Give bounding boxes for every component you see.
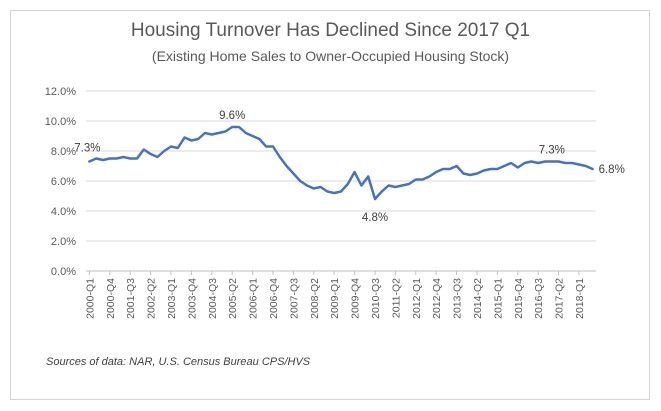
x-tick-label: 2012-Q1 — [411, 278, 423, 319]
data-label: 4.8% — [362, 212, 388, 224]
x-tick-label: 2000-Q1 — [84, 278, 96, 319]
chart-title: Housing Turnover Has Declined Since 2017… — [130, 20, 531, 41]
x-tick-label: 2012-Q4 — [431, 278, 443, 319]
x-tick-label: 2017-Q2 — [554, 278, 566, 319]
series-line — [88, 125, 594, 201]
x-tick-label: 2000-Q4 — [105, 278, 117, 319]
x-tick-label: 2001-Q3 — [125, 278, 137, 319]
x-tick-label: 2015-Q4 — [513, 278, 525, 319]
chart-subtitle: (Existing Home Sales to Owner-Occupied H… — [151, 48, 510, 64]
x-tick-label: 2015-Q1 — [492, 278, 504, 319]
data-label: 7.3% — [74, 143, 100, 155]
data-label: 9.6% — [219, 110, 245, 122]
x-tick-label: 2016-Q3 — [533, 278, 545, 319]
x-tick-label: 2010-Q3 — [370, 278, 382, 319]
x-tick-label: 2008-Q2 — [309, 278, 321, 319]
y-tick-label: 4.0% — [51, 206, 76, 218]
x-tick-label: 2018-Q1 — [574, 278, 586, 319]
data-label: 7.3% — [539, 145, 565, 157]
x-tick-label: 2003-Q4 — [186, 278, 198, 319]
y-tick-label: 10.0% — [45, 116, 76, 128]
x-tick-label: 2006-Q1 — [248, 278, 260, 319]
x-tick-label: 2003-Q1 — [166, 278, 178, 319]
y-tick-label: 8.0% — [51, 146, 76, 158]
chart-frame — [10, 10, 650, 400]
x-tick-label: 2013-Q3 — [452, 278, 464, 319]
x-tick-label: 2011-Q2 — [390, 278, 402, 318]
x-tick-label: 2002-Q2 — [146, 278, 158, 319]
y-tick-label: 12.0% — [45, 86, 76, 98]
y-tick-label: 2.0% — [51, 236, 76, 248]
x-tick-label: 2006-Q4 — [268, 278, 280, 319]
chart-source-note: Sources of data: NAR, U.S. Census Bureau… — [46, 356, 311, 368]
data-label: 6.8% — [599, 164, 625, 176]
x-tick-label: 2007-Q3 — [288, 278, 300, 319]
x-tick-label: 2004-Q3 — [207, 278, 219, 319]
y-tick-label: 0.0% — [51, 266, 76, 278]
x-tick-label: 2009-Q4 — [350, 278, 362, 319]
y-tick-label: 6.0% — [51, 176, 76, 188]
x-tick-label: 2014-Q2 — [472, 278, 484, 319]
x-tick-label: 2009-Q1 — [329, 278, 341, 319]
x-tick-label: 2005-Q2 — [227, 278, 239, 319]
